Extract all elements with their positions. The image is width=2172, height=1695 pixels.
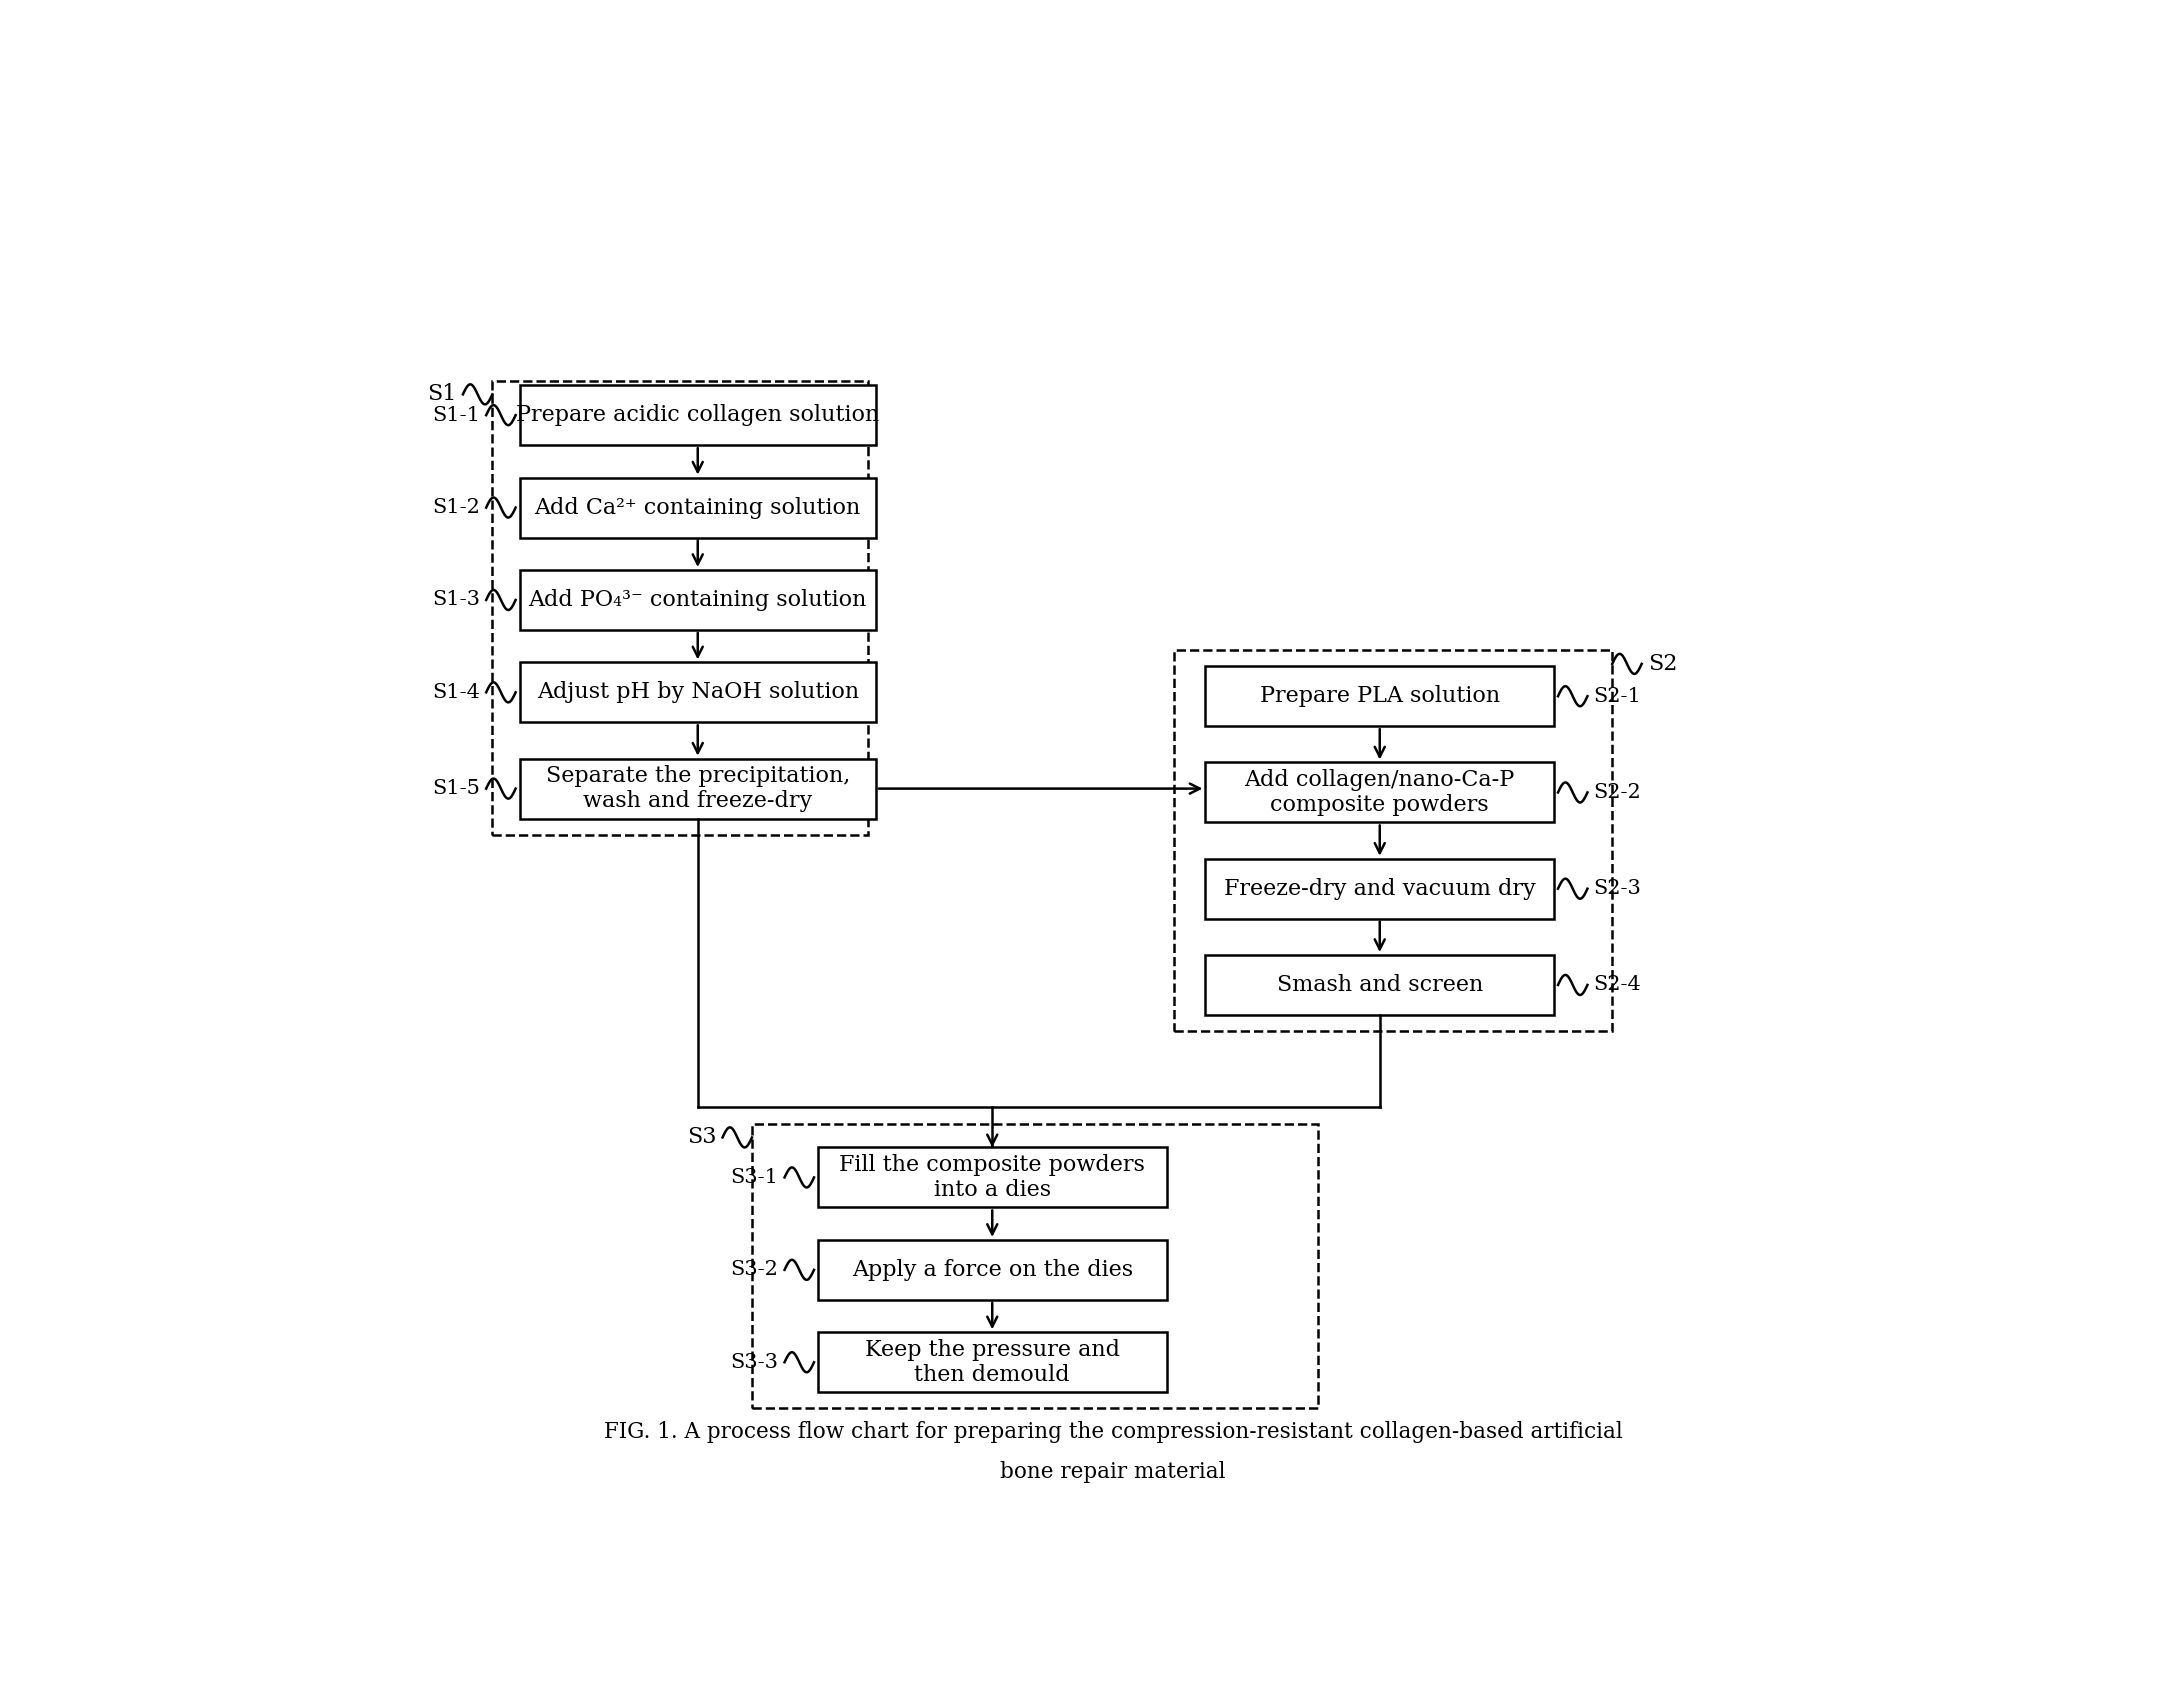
Bar xyxy=(493,380,869,836)
Bar xyxy=(1205,954,1555,1015)
Text: FIG. 1. A process flow chart for preparing the compression-resistant collagen-ba: FIG. 1. A process flow chart for prepari… xyxy=(604,1420,1622,1442)
Text: S3-2: S3-2 xyxy=(730,1261,778,1280)
Bar xyxy=(519,385,875,446)
Text: S3-1: S3-1 xyxy=(730,1168,778,1186)
Text: S1: S1 xyxy=(428,383,456,405)
Bar xyxy=(819,1148,1166,1207)
Text: Add collagen/nano-Ca-P
composite powders: Add collagen/nano-Ca-P composite powders xyxy=(1245,770,1514,817)
Bar xyxy=(752,1124,1318,1409)
Text: Adjust pH by NaOH solution: Adjust pH by NaOH solution xyxy=(536,681,858,703)
Text: Add Ca²⁺ containing solution: Add Ca²⁺ containing solution xyxy=(534,497,860,519)
Text: S3-3: S3-3 xyxy=(730,1353,778,1371)
Text: S2-2: S2-2 xyxy=(1594,783,1642,802)
Text: S2: S2 xyxy=(1649,653,1677,675)
Bar xyxy=(819,1332,1166,1392)
Text: S1-1: S1-1 xyxy=(432,405,480,425)
Text: Fill the composite powders
into a dies: Fill the composite powders into a dies xyxy=(838,1154,1145,1202)
Text: Keep the pressure and
then demould: Keep the pressure and then demould xyxy=(864,1339,1121,1387)
Text: Separate the precipitation,
wash and freeze-dry: Separate the precipitation, wash and fre… xyxy=(545,764,849,812)
Bar xyxy=(1205,763,1555,822)
Text: Apply a force on the dies: Apply a force on the dies xyxy=(851,1259,1134,1281)
Text: Smash and screen: Smash and screen xyxy=(1277,975,1483,997)
Text: S2-3: S2-3 xyxy=(1594,880,1642,898)
Bar xyxy=(519,663,875,722)
Bar xyxy=(1205,666,1555,725)
Text: S1-3: S1-3 xyxy=(432,590,480,610)
Bar xyxy=(1175,649,1612,1031)
Text: S1-2: S1-2 xyxy=(432,498,480,517)
Text: Freeze-dry and vacuum dry: Freeze-dry and vacuum dry xyxy=(1223,878,1536,900)
Text: S2-1: S2-1 xyxy=(1594,686,1642,705)
Text: S2-4: S2-4 xyxy=(1594,975,1642,995)
Bar xyxy=(519,759,875,819)
Text: Add PO₄³⁻ containing solution: Add PO₄³⁻ containing solution xyxy=(528,588,867,610)
Text: bone repair material: bone repair material xyxy=(1001,1461,1225,1483)
Text: Prepare PLA solution: Prepare PLA solution xyxy=(1260,685,1501,707)
Bar xyxy=(1205,859,1555,919)
Text: Prepare acidic collagen solution: Prepare acidic collagen solution xyxy=(517,403,880,425)
Text: S1-5: S1-5 xyxy=(432,780,480,798)
Text: S1-4: S1-4 xyxy=(432,683,480,702)
Bar xyxy=(519,478,875,537)
Text: S3: S3 xyxy=(686,1127,717,1149)
Bar xyxy=(519,570,875,631)
Bar xyxy=(819,1239,1166,1300)
